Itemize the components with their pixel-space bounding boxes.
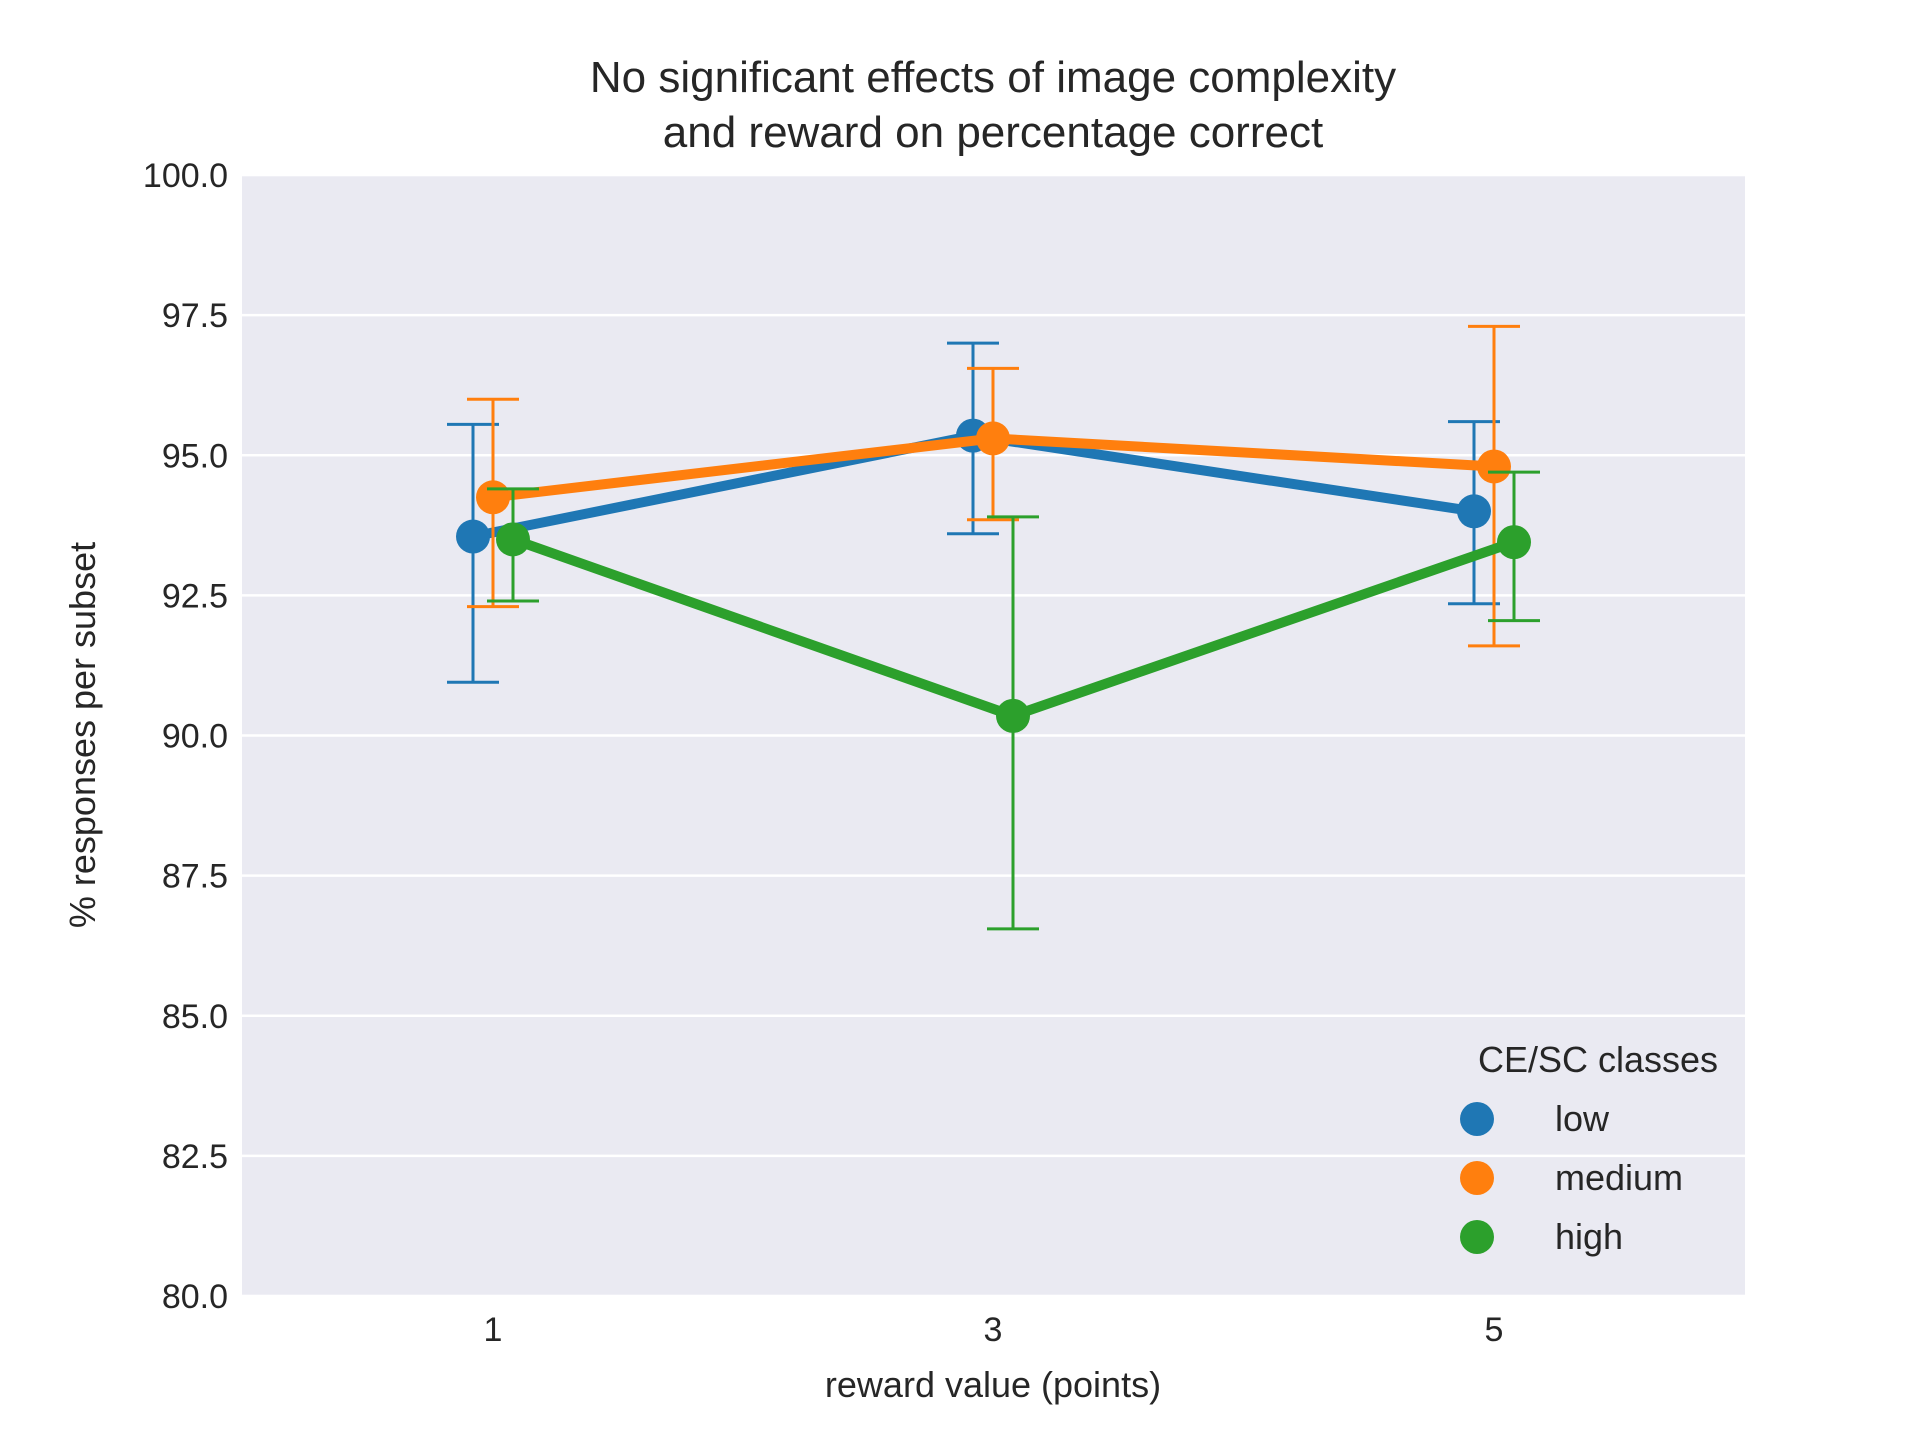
y-tick-label-3: 87.5: [162, 858, 228, 896]
y-tick-label-4: 90.0: [162, 718, 228, 756]
legend-label-high: high: [1555, 1216, 1623, 1257]
y-axis-ticks: 80.0 82.5 85.0 87.5 90.0 92.5 95.0 97.5 100.0: [143, 157, 228, 1316]
point-low-0: [456, 519, 490, 554]
x-tick-label-1: 3: [984, 1311, 1003, 1349]
x-tick-label-2: 5: [1485, 1311, 1504, 1349]
x-axis-label: reward value (points): [825, 1364, 1161, 1405]
x-tick-label-0: 1: [484, 1311, 503, 1349]
y-tick-label-1: 82.5: [162, 1138, 228, 1176]
y-tick-label-6: 95.0: [162, 437, 228, 475]
legend-marker-low: [1460, 1102, 1494, 1136]
legend-label-low: low: [1555, 1098, 1610, 1139]
series-group: [447, 324, 1540, 931]
legend: CE/SC classes low medium high: [1460, 1039, 1718, 1257]
point-medium-1: [976, 421, 1010, 456]
legend-marker-medium: [1460, 1161, 1494, 1195]
y-axis-label: % responses per subset: [62, 542, 103, 928]
legend-title: CE/SC classes: [1478, 1039, 1718, 1080]
y-tick-label-7: 97.5: [162, 297, 228, 335]
point-high-0: [496, 522, 530, 557]
point-low-2: [1457, 494, 1491, 529]
y-tick-label-5: 92.5: [162, 577, 228, 615]
y-tick-label-0: 80.0: [162, 1278, 228, 1316]
y-tick-label-2: 85.0: [162, 998, 228, 1036]
point-high-1: [996, 698, 1030, 733]
y-tick-label-8: 100.0: [143, 157, 228, 195]
chart-title-line-2: and reward on percentage correct: [663, 108, 1323, 157]
x-axis-ticks: 1 3 5: [484, 1311, 1504, 1349]
chart-title-line-1: No significant effects of image complexi…: [590, 53, 1396, 102]
point-medium-2: [1477, 449, 1511, 484]
legend-marker-high: [1460, 1220, 1494, 1254]
point-high-2: [1497, 525, 1531, 560]
series-high: [487, 470, 1540, 931]
point-medium-0: [476, 480, 510, 515]
legend-label-medium: medium: [1555, 1157, 1683, 1198]
